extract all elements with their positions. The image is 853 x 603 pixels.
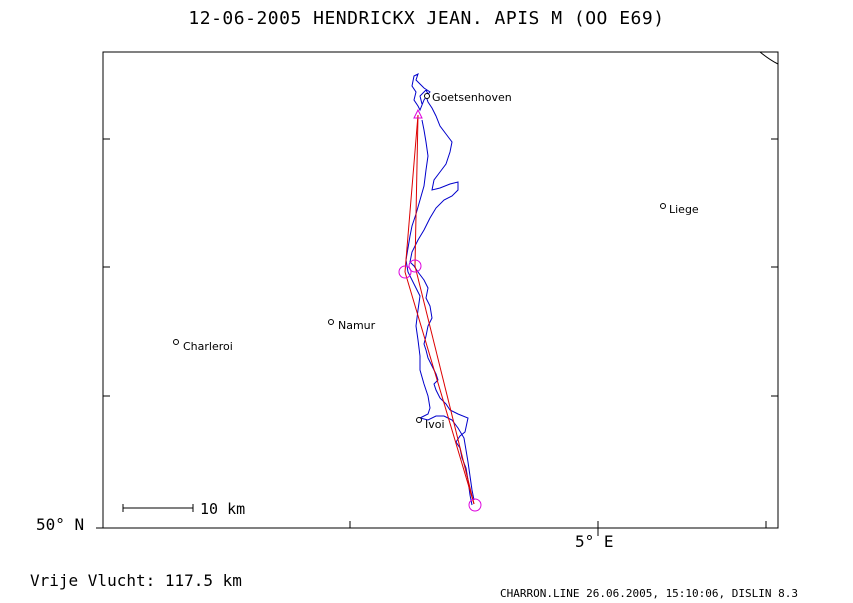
border-line (759, 51, 779, 65)
turnpoint-circle (408, 259, 422, 273)
scale-bar-label: 10 km (200, 500, 246, 518)
start-triangle (413, 108, 423, 119)
axis-ticks (96, 138, 778, 536)
city-label-charleroi: Charleroi (183, 340, 233, 353)
city-marker (416, 417, 422, 423)
distance-text: Vrije Vlucht: 117.5 km (30, 571, 242, 590)
city-marker (424, 93, 430, 99)
city-label-namur: Namur (338, 319, 376, 332)
gps-track-loop (405, 119, 475, 501)
latitude-label: 50° N (36, 515, 85, 534)
turnpoints (398, 108, 482, 512)
city-markers (173, 93, 666, 423)
city-marker (328, 319, 334, 325)
turnpoint-circle (398, 265, 412, 279)
scale-bar (122, 504, 194, 512)
map-frame (102, 51, 779, 529)
page-title: 12-06-2005 HENDRICKX JEAN. APIS M (OO E6… (188, 8, 665, 29)
city-label-goetsenhoven: Goetsenhoven (432, 91, 512, 104)
city-label-liege: Liege (669, 203, 699, 216)
goal-circle (468, 498, 482, 512)
longitude-label: 5° E (575, 532, 614, 551)
city-marker (660, 203, 666, 209)
footer-text: CHARRON.LINE 26.06.2005, 15:10:06, DISLI… (500, 587, 799, 600)
city-label-ivoi: Ivoi (425, 418, 445, 431)
declared-route (404, 114, 475, 505)
gps-track (409, 73, 473, 506)
city-marker (173, 339, 179, 345)
